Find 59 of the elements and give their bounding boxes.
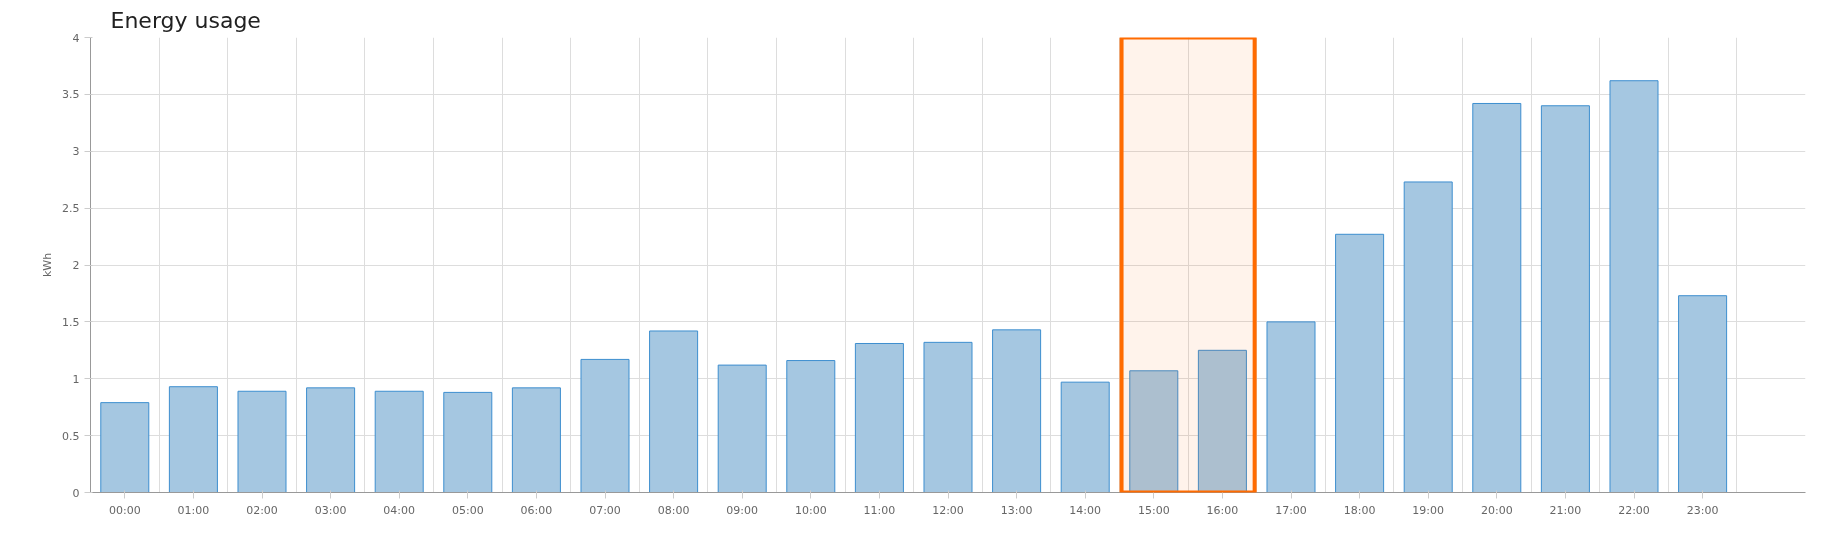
bar (1609, 80, 1659, 493)
y-tick-label: 0.5 (62, 429, 80, 443)
y-axis-title: kWh (41, 252, 55, 278)
bar (1060, 381, 1110, 493)
x-tick-label: 18:00 (1343, 503, 1376, 517)
bar (1472, 102, 1522, 493)
x-tick-label: 13:00 (1000, 503, 1033, 517)
bar (992, 329, 1042, 493)
bar (717, 364, 767, 493)
bar (1403, 181, 1453, 493)
bar (1266, 321, 1316, 493)
x-tick-label: 08:00 (657, 503, 690, 517)
x-tick-label: 21:00 (1549, 503, 1582, 517)
x-tick-label: 10:00 (794, 503, 827, 517)
chart-title: Energy usage (110, 7, 261, 33)
bar (580, 358, 630, 493)
bar (511, 387, 561, 493)
x-tick-label: 05:00 (451, 503, 484, 517)
x-tick-label: 15:00 (1137, 503, 1170, 517)
x-tick-label: 02:00 (246, 503, 278, 517)
bar (649, 330, 699, 493)
x-tick-label: 23:00 (1686, 503, 1719, 517)
bar (374, 390, 424, 493)
bar (1335, 233, 1385, 493)
x-tick-label: 17:00 (1275, 503, 1307, 517)
x-tick-label: 09:00 (726, 503, 759, 517)
y-tick-label: 3.5 (62, 88, 80, 102)
x-tick-label: 07:00 (589, 503, 621, 517)
x-tick-label: 16:00 (1206, 503, 1239, 517)
bar (100, 402, 150, 493)
y-tick-label: 0 (72, 486, 80, 500)
bar (1129, 370, 1179, 493)
bar (168, 386, 218, 493)
bar (1197, 349, 1247, 493)
bar (306, 387, 356, 493)
x-tick-label: 12:00 (932, 503, 964, 517)
y-tick-label: 1.5 (62, 315, 80, 329)
y-tick-label: 2.5 (62, 202, 80, 216)
bar (237, 390, 287, 493)
y-tick-label: 3 (72, 145, 80, 159)
x-tick-label: 22:00 (1618, 503, 1650, 517)
x-tick-label: 19:00 (1412, 503, 1445, 517)
bar (923, 341, 973, 493)
x-tick-label: 14:00 (1069, 503, 1102, 517)
x-tick-label: 04:00 (383, 503, 416, 517)
x-tick-label: 00:00 (108, 503, 141, 517)
bar (854, 342, 904, 493)
bar (1678, 295, 1728, 493)
bar (443, 391, 493, 493)
y-tick-label: 2 (72, 259, 80, 272)
bar (786, 360, 836, 493)
x-tick-label: 03:00 (314, 503, 347, 517)
bar (1540, 105, 1590, 493)
x-tick-label: 01:00 (177, 503, 210, 517)
x-tick-label: 11:00 (863, 503, 896, 517)
x-tick-label: 06:00 (520, 503, 553, 517)
y-tick-label: 1 (72, 372, 80, 386)
x-tick-label: 20:00 (1480, 503, 1513, 517)
y-tick-label: 4 (72, 31, 80, 45)
